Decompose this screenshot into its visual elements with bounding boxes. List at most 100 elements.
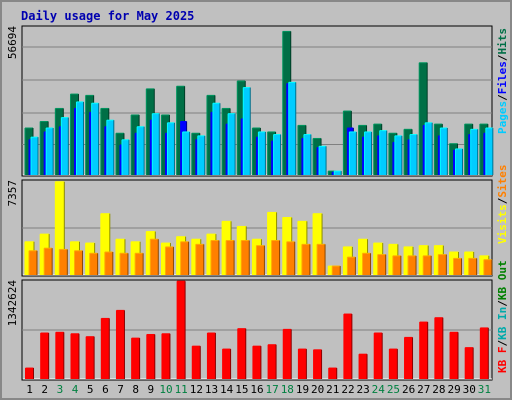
pages-bar-4 xyxy=(76,101,84,175)
x-tick-label-26: 26 xyxy=(402,383,415,396)
legend-top: Pages/Files/Hits xyxy=(496,28,509,134)
pages-bar-17 xyxy=(273,134,281,175)
legend-bottom-kb-out: KB Out xyxy=(496,260,509,300)
x-tick-label-27: 27 xyxy=(417,383,430,396)
pages-bar-1 xyxy=(31,137,38,175)
sites-bar-20 xyxy=(317,244,326,275)
sites-bar-7 xyxy=(119,253,128,275)
legend-middle: Visits/Sites xyxy=(496,165,509,245)
legend-top-pages: Pages xyxy=(496,101,509,134)
x-tick-label-24: 24 xyxy=(372,383,386,396)
pages-bar-19 xyxy=(303,134,311,175)
sites-bar-28 xyxy=(438,254,447,275)
sites-bar-17 xyxy=(271,240,280,275)
pages-bar-24 xyxy=(379,130,387,175)
x-tick-label-16: 16 xyxy=(250,383,263,396)
sites-bar-29 xyxy=(453,258,462,275)
visits-bar-3 xyxy=(55,181,65,275)
y-max-label-top: 56694 xyxy=(6,26,19,59)
kbf-bar-15 xyxy=(237,328,246,379)
x-tick-label-3: 3 xyxy=(57,383,64,396)
x-tick-label-9: 9 xyxy=(148,383,155,396)
kbf-bar-18 xyxy=(283,329,292,379)
pages-bar-2 xyxy=(46,128,54,175)
pages-bar-22 xyxy=(349,131,357,175)
kbf-bar-25 xyxy=(389,349,398,379)
pages-bar-12 xyxy=(197,135,205,175)
x-tick-label-7: 7 xyxy=(117,383,124,396)
legend-middle-sites: Sites xyxy=(496,165,509,198)
x-tick-label-1: 1 xyxy=(26,383,33,396)
pages-bar-26 xyxy=(410,134,418,175)
sites-bar-30 xyxy=(468,258,477,275)
x-tick-label-22: 22 xyxy=(341,383,354,396)
legend-bottom-kb-in: KB In xyxy=(496,307,509,340)
kbf-bar-12 xyxy=(192,346,201,379)
kbf-bar-13 xyxy=(207,333,216,379)
sites-bar-31 xyxy=(483,259,492,275)
x-tick-label-31: 31 xyxy=(478,383,491,396)
sites-bar-9 xyxy=(150,239,159,275)
pages-bar-9 xyxy=(152,113,160,175)
x-tick-label-2: 2 xyxy=(41,383,48,396)
kbf-bar-5 xyxy=(86,336,95,379)
pages-bar-23 xyxy=(364,131,372,175)
kbf-bar-28 xyxy=(434,317,443,379)
pages-bar-30 xyxy=(470,129,478,175)
sites-bar-2 xyxy=(44,248,53,275)
sites-bar-6 xyxy=(104,252,113,275)
kbf-bar-31 xyxy=(480,327,489,379)
kbf-bar-17 xyxy=(268,344,277,379)
pages-bar-6 xyxy=(106,120,114,175)
legend-bottom-kb-f: KB F xyxy=(496,347,509,374)
kbf-bar-21 xyxy=(328,368,337,379)
pages-bar-16 xyxy=(258,131,266,175)
pages-bar-10 xyxy=(167,122,175,175)
kbf-bar-6 xyxy=(101,318,110,379)
kbf-bar-16 xyxy=(252,346,261,379)
kbf-bar-4 xyxy=(70,333,79,379)
legend-middle-visits: Visits xyxy=(496,204,509,244)
pages-bar-25 xyxy=(394,135,402,175)
x-tick-label-30: 30 xyxy=(463,383,476,396)
sites-bar-8 xyxy=(135,253,144,275)
pages-bar-8 xyxy=(137,126,145,175)
x-tick-label-25: 25 xyxy=(387,383,400,396)
sites-bar-19 xyxy=(301,244,310,275)
pages-bar-3 xyxy=(61,117,69,175)
pages-bar-20 xyxy=(319,146,327,175)
sites-bar-25 xyxy=(392,255,401,275)
pages-bar-28 xyxy=(440,128,448,175)
sites-bar-24 xyxy=(377,254,386,275)
kbf-bar-11 xyxy=(177,281,186,379)
kbf-bar-3 xyxy=(55,332,64,379)
pages-bar-27 xyxy=(425,122,433,175)
kbf-bar-20 xyxy=(313,349,322,379)
sites-bar-11 xyxy=(180,241,189,275)
pages-bar-31 xyxy=(485,128,493,175)
kbf-bar-1 xyxy=(25,368,34,379)
x-tick-label-19: 19 xyxy=(296,383,309,396)
x-tick-label-15: 15 xyxy=(235,383,248,396)
x-tick-label-18: 18 xyxy=(281,383,294,396)
x-tick-label-14: 14 xyxy=(220,383,234,396)
sites-bar-4 xyxy=(74,250,83,275)
x-tick-label-10: 10 xyxy=(159,383,172,396)
kbf-bar-14 xyxy=(222,349,231,379)
sites-bar-22 xyxy=(347,257,356,275)
kbf-bar-19 xyxy=(298,349,307,379)
kbf-bar-23 xyxy=(359,354,368,379)
x-tick-label-29: 29 xyxy=(447,383,460,396)
sites-bar-1 xyxy=(29,250,37,275)
x-tick-label-17: 17 xyxy=(266,383,279,396)
kbf-bar-7 xyxy=(116,310,125,379)
kbf-bar-2 xyxy=(40,333,49,379)
sites-bar-18 xyxy=(286,241,295,275)
legend-top-hits: Hits xyxy=(496,28,509,55)
sites-bar-14 xyxy=(226,240,235,275)
sites-bar-3 xyxy=(59,249,68,275)
chart-title: Daily usage for May 2025 xyxy=(21,9,195,23)
kbf-bar-9 xyxy=(146,334,155,379)
x-tick-label-5: 5 xyxy=(87,383,94,396)
